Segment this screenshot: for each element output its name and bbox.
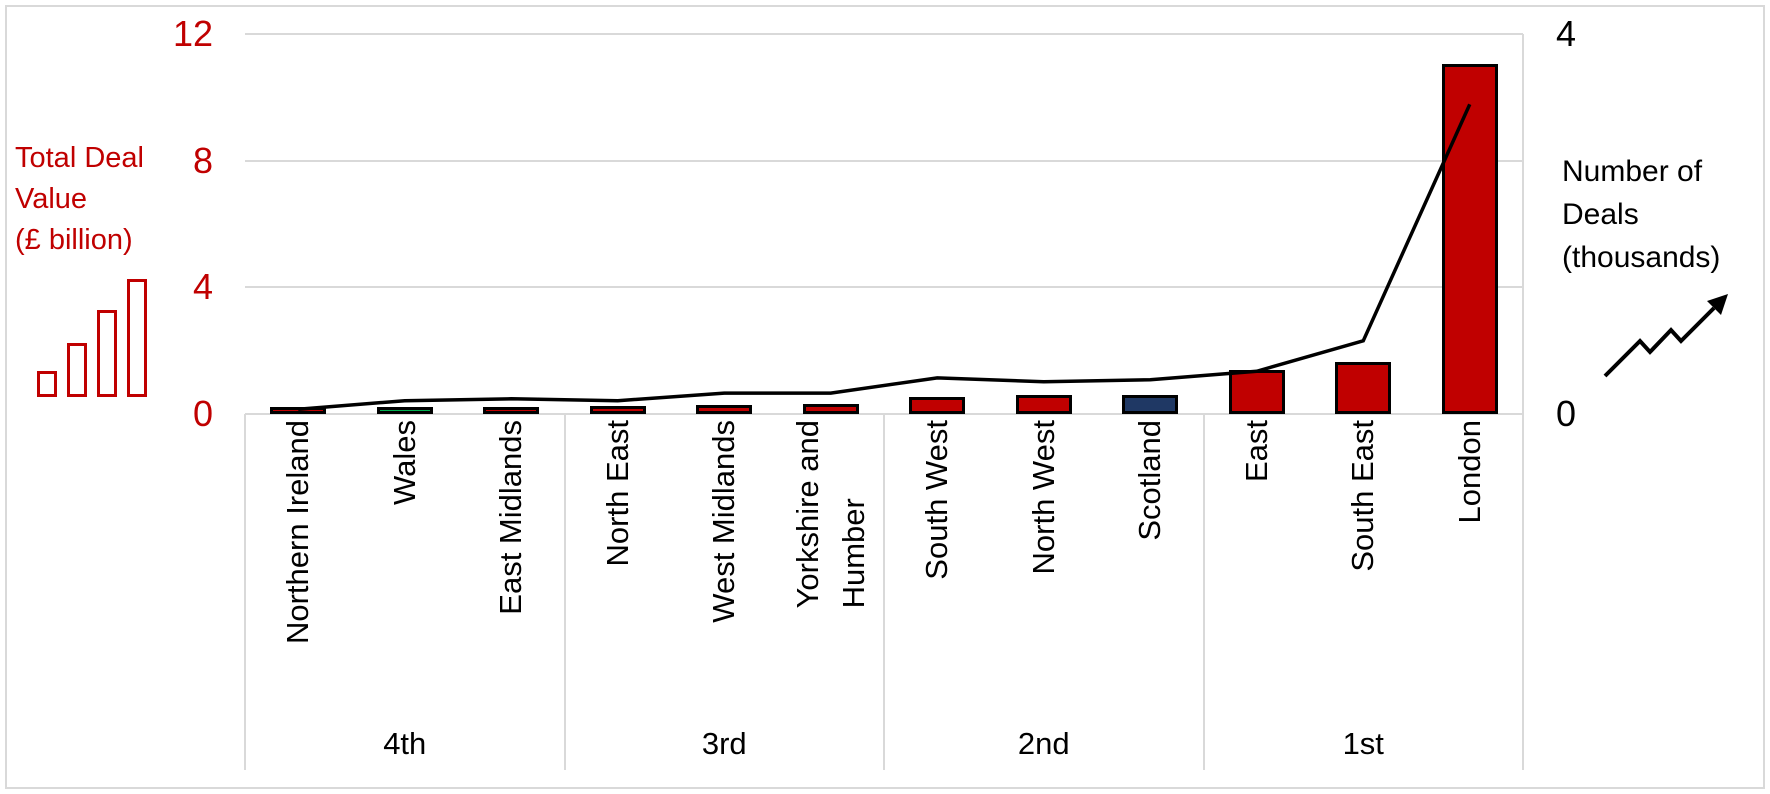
gridline [245, 286, 1523, 289]
right-axis-title-line: (thousands) [1562, 241, 1721, 274]
icon-bar [127, 279, 147, 397]
left-axis-title-line: (£ billion) [15, 224, 133, 256]
left-axis-tick-label: 12 [172, 13, 213, 54]
group-label: 1st [1342, 726, 1384, 761]
left-axis-tick-label: 4 [192, 266, 213, 308]
bar-london [1441, 64, 1498, 414]
right-axis-tick-label: 4 [1556, 13, 1577, 54]
bar-south-west [909, 396, 966, 414]
right-axis-title-line: Deals [1562, 198, 1639, 231]
bar-east [1228, 369, 1285, 414]
bar-south-east [1335, 361, 1392, 414]
left-axis-title: Total Deal Value (£ billion) [15, 138, 144, 261]
zigzag-up-arrow-icon [1603, 294, 1728, 378]
group-separator [563, 414, 566, 770]
group-separator [1202, 414, 1205, 770]
group-label: 3rd [701, 726, 747, 761]
group-label: 4th [383, 726, 427, 761]
icon-bar [37, 371, 57, 397]
bar-west-midlands [696, 405, 753, 414]
left-axis-title-line: Value [15, 183, 88, 215]
bar-scotland [1122, 395, 1179, 414]
bar-wales [376, 407, 433, 414]
right-axis-title: Number of Deals (thousands) [1562, 150, 1720, 279]
left-axis-tick-label: 0 [192, 393, 213, 434]
group-separator [1522, 414, 1524, 770]
left-axis-title-line: Total Deal [15, 142, 144, 174]
right-axis-title-line: Number of [1562, 155, 1703, 188]
group-label: 2nd [1017, 726, 1070, 761]
group-separator [883, 414, 885, 770]
left-axis-tick-label: 8 [192, 139, 213, 181]
bar-yorkshire-and [802, 403, 859, 414]
bar-east-midlands [483, 407, 540, 414]
right-axis-tick-label: 0 [1556, 393, 1577, 434]
bar-north-west [1015, 395, 1072, 414]
group-separator [244, 414, 246, 770]
gridline [245, 159, 1523, 162]
icon-bar [97, 310, 117, 397]
ascending-bars-icon [37, 279, 150, 397]
gridline [245, 33, 1523, 35]
deals-line-series [298, 103, 1472, 411]
right-axis-line [1522, 34, 1524, 414]
bar-north-east [589, 406, 646, 414]
icon-bar [67, 343, 87, 397]
